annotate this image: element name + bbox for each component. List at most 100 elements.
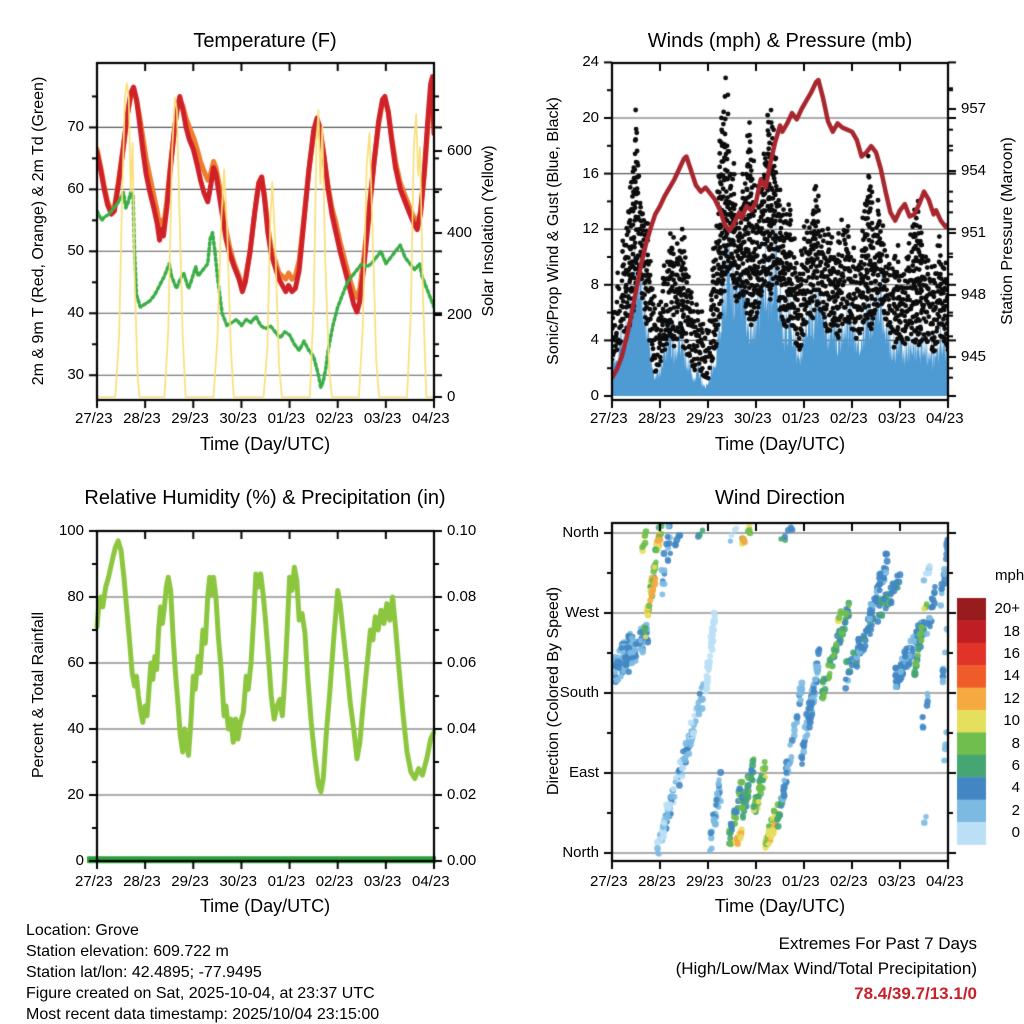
tick-label: 0 — [75, 852, 84, 869]
extremes-subheading: (High/Low/Max Wind/Total Precipitation) — [675, 959, 977, 978]
x-tick-label: 01/23 — [782, 873, 820, 890]
temperature-x-axis-label: Time (Day/UTC) — [199, 434, 331, 454]
x-tick-label: 29/23 — [171, 410, 209, 427]
legend-label: 20+ — [994, 600, 1020, 618]
tick-label: 4 — [590, 331, 599, 349]
tick-label: 0 — [590, 387, 599, 404]
x-tick-label: 02/23 — [315, 410, 354, 427]
winds-title: Winds (mph) & Pressure (mb) — [647, 30, 913, 52]
tick-label: 30 — [67, 366, 84, 384]
extremes-block: Extremes For Past 7 Days (High/Low/Max W… — [676, 931, 977, 1006]
tick-label: 8 — [590, 275, 599, 293]
tick-label: 0.10 — [447, 522, 477, 539]
temperature-left-axis-label: 2m & 9m T (Red, Orange) & 2m Td (Green) — [30, 76, 47, 386]
legend-label: 10 — [1003, 712, 1020, 730]
tick-label: West — [565, 603, 599, 621]
humidity-title: Relative Humidity (%) & Precipitation (i… — [84, 487, 446, 509]
x-tick-label: 01/23 — [782, 410, 820, 427]
wind-direction-title: Wind Direction — [714, 487, 846, 509]
x-tick-label: 30/23 — [734, 410, 772, 427]
winds-left-axis-label: Sonic/Prop Wind & Gust (Blue, Black) — [545, 97, 562, 365]
x-tick-label: 28/23 — [638, 873, 676, 890]
legend-label: 8 — [1011, 734, 1020, 752]
x-tick-label: 29/23 — [171, 873, 209, 890]
x-tick-label: 03/23 — [878, 873, 916, 890]
tick-label: 60 — [67, 654, 84, 671]
tick-label: 60 — [67, 180, 84, 198]
tick-label: 0.08 — [447, 588, 477, 605]
x-tick-label: 30/23 — [219, 873, 257, 890]
tick-label: 0.00 — [447, 852, 477, 869]
x-tick-label: 30/23 — [734, 873, 772, 890]
tick-label: 945 — [961, 348, 987, 365]
footer-location: Location: Grove — [26, 922, 139, 939]
x-tick-label: 04/23 — [926, 873, 964, 890]
x-tick-label: 27/23 — [75, 873, 113, 890]
wind-direction-x-axis-label: Time (Day/UTC) — [714, 896, 846, 916]
x-tick-label: 29/23 — [686, 410, 724, 427]
legend-label: 2 — [1011, 801, 1020, 819]
tick-label: 20 — [67, 786, 84, 803]
legend-title: mph — [995, 567, 1024, 584]
legend-label: 18 — [1003, 622, 1020, 640]
tick-label: South — [559, 683, 599, 701]
tick-label: 80 — [67, 588, 84, 605]
x-tick-label: 28/23 — [123, 873, 161, 890]
x-tick-label: 29/23 — [686, 873, 724, 890]
tick-label: 40 — [67, 720, 84, 737]
winds-right-axis-label: Station Pressure (Maroon) — [999, 137, 1016, 325]
tick-label: 0.02 — [447, 786, 477, 803]
tick-label: 0 — [447, 388, 456, 405]
x-tick-label: 02/23 — [830, 873, 868, 890]
tick-label: 948 — [961, 285, 987, 303]
x-tick-label: 28/23 — [638, 410, 676, 427]
winds-x-axis-label: Time (Day/UTC) — [714, 434, 846, 454]
tick-label: 400 — [447, 224, 473, 241]
tick-label: 200 — [447, 306, 473, 323]
x-tick-label: 02/23 — [315, 873, 354, 890]
x-tick-label: 01/23 — [267, 873, 306, 890]
x-tick-label: 03/23 — [363, 410, 402, 427]
station-footer: Location: Grove Station elevation: 609.7… — [26, 920, 379, 1024]
tick-label: 70 — [67, 118, 84, 136]
x-tick-label: 27/23 — [590, 410, 628, 427]
x-tick-label: 04/23 — [412, 410, 450, 427]
footer-created: Figure created on Sat, 2025-10-04, at 23… — [26, 985, 375, 1002]
legend-label: 4 — [1011, 779, 1020, 797]
tick-label: 0.06 — [447, 654, 477, 671]
x-tick-label: 28/23 — [123, 410, 161, 427]
tick-label: 100 — [58, 522, 84, 539]
tick-label: North — [562, 523, 599, 541]
humidity-left-axis-label: Percent & Total Rainfall — [30, 612, 47, 779]
tick-label: 957 — [961, 99, 987, 117]
tick-label: 954 — [961, 161, 987, 179]
tick-label: 24 — [582, 53, 599, 71]
legend-label: 16 — [1003, 645, 1020, 662]
temperature-right-axis-label: Solar Insolation (Yellow) — [480, 145, 497, 317]
x-tick-label: 03/23 — [878, 410, 916, 427]
tick-label: 12 — [582, 220, 599, 238]
extremes-heading: Extremes For Past 7 Days — [778, 934, 977, 953]
x-tick-label: 30/23 — [219, 410, 257, 427]
x-tick-label: 27/23 — [75, 410, 113, 427]
legend-label: 6 — [1011, 757, 1020, 774]
tick-label: 50 — [67, 242, 84, 260]
humidity-x-axis-label: Time (Day/UTC) — [199, 896, 331, 916]
tick-label: East — [568, 763, 599, 781]
footer-elevation: Station elevation: 609.722 m — [26, 943, 229, 960]
x-tick-label: 27/23 — [590, 873, 628, 890]
x-tick-label: 04/23 — [412, 873, 450, 890]
legend-label: 14 — [1003, 667, 1020, 685]
footer-latlon: Station lat/lon: 42.4895; -77.9495 — [26, 964, 262, 981]
x-tick-label: 01/23 — [267, 410, 306, 427]
extremes-values: 78.4/39.7/13.1/0 — [854, 984, 977, 1003]
tick-label: 40 — [67, 304, 84, 322]
tick-label: 600 — [447, 142, 473, 159]
x-tick-label: 03/23 — [363, 873, 402, 890]
footer-timestamp: Most recent data timestamp: 2025/10/04 2… — [26, 1006, 380, 1023]
tick-label: North — [562, 844, 599, 861]
x-tick-label: 04/23 — [926, 410, 964, 427]
legend-label: 0 — [1011, 824, 1020, 842]
